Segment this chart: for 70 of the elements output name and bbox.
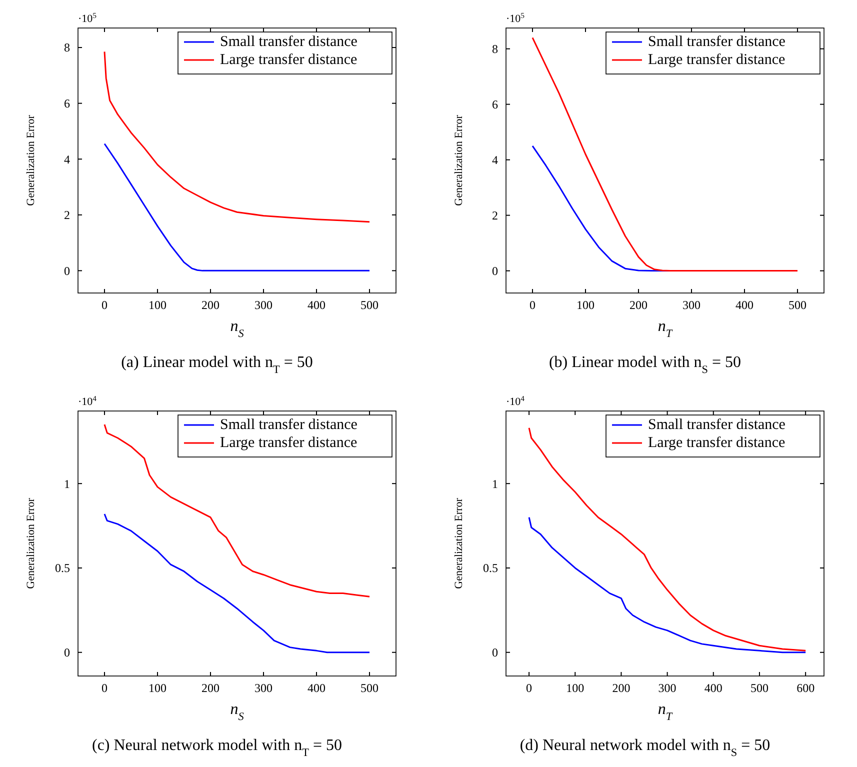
y-tick-label: 1 bbox=[64, 476, 70, 491]
y-tick-label: 0 bbox=[492, 646, 498, 660]
text: (c) Neural network model with n$_{T}$ = 50 bbox=[92, 737, 342, 759]
x-tick-label: 0 bbox=[530, 298, 536, 312]
legend-label: Large transfer distance bbox=[648, 52, 786, 68]
x-tick-label: 500 bbox=[360, 298, 378, 312]
x-tick-label: 0 bbox=[102, 681, 108, 695]
y-axis-title: Generalization Error bbox=[453, 498, 465, 589]
text: ·10$^{5}$ bbox=[78, 10, 97, 25]
x-tick-label: 200 bbox=[612, 681, 630, 695]
x-tick-label: 400 bbox=[308, 681, 326, 695]
x-axis-title: n$_{S}$ bbox=[230, 318, 244, 340]
y-axis-title: Generalization Error bbox=[25, 498, 37, 589]
x-axis-title: n$_{T}$ bbox=[658, 318, 673, 340]
y-tick-label: 6 bbox=[492, 98, 498, 112]
x-tick-label: 400 bbox=[736, 298, 754, 312]
x-tick-label: 0 bbox=[102, 298, 108, 312]
x-tick-label: 500 bbox=[360, 681, 378, 695]
y-tick-label: 0.5 bbox=[483, 561, 498, 576]
legend-label: Small transfer distance bbox=[648, 417, 786, 433]
y-tick-label: 1 bbox=[492, 476, 498, 491]
text: (b) Linear model with n$_{S}$ = 50 bbox=[548, 354, 742, 376]
y-tick-label: 4 bbox=[492, 153, 498, 168]
x-tick-label: 100 bbox=[148, 681, 166, 695]
y-axis-title: Generalization Error bbox=[25, 114, 37, 206]
y-tick-label: 8 bbox=[64, 40, 70, 55]
legend-label: Large transfer distance bbox=[220, 52, 358, 68]
y-tick-label: 0 bbox=[64, 646, 70, 660]
x-tick-label: 200 bbox=[630, 298, 648, 312]
x-axis-title: n$_{S}$ bbox=[230, 701, 244, 723]
line-series bbox=[532, 36, 798, 272]
x-tick-label: 200 bbox=[202, 298, 220, 312]
y-tick-label: 2 bbox=[64, 208, 70, 222]
x-tick-label: 100 bbox=[576, 298, 594, 312]
text: (d) Neural network model with n$_{S}$ = 50 bbox=[520, 737, 770, 759]
x-tick-label: 100 bbox=[566, 681, 584, 695]
x-tick-label: 300 bbox=[254, 681, 272, 695]
x-tick-label: 600 bbox=[796, 681, 815, 695]
y-axis-title: Generalization Error bbox=[453, 114, 465, 206]
x-tick-label: 0 bbox=[526, 681, 532, 695]
x-tick-label: 300 bbox=[658, 681, 676, 695]
y-tick-label: 6 bbox=[64, 96, 70, 111]
legend-label: Small transfer distance bbox=[220, 417, 358, 433]
y-tick-label: 0 bbox=[492, 264, 498, 278]
x-tick-label: 300 bbox=[682, 298, 700, 312]
x-tick-label: 400 bbox=[308, 298, 326, 312]
line-series bbox=[104, 513, 370, 654]
line-series bbox=[528, 516, 806, 654]
text: ·10$^{4}$ bbox=[506, 394, 525, 408]
y-tick-label: 2 bbox=[492, 208, 498, 223]
x-tick-label: 200 bbox=[202, 681, 220, 695]
legend-label: Small transfer distance bbox=[648, 34, 786, 50]
x-tick-label: 300 bbox=[254, 298, 272, 312]
x-axis-title: n$_{T}$ bbox=[658, 701, 673, 723]
y-tick-label: 0 bbox=[64, 264, 70, 278]
line-series bbox=[104, 50, 370, 223]
text: ·10$^{5}$ bbox=[506, 10, 525, 25]
x-tick-label: 100 bbox=[148, 298, 166, 312]
y-tick-label: 0.5 bbox=[55, 561, 70, 576]
y-tick-label: 4 bbox=[64, 152, 70, 166]
x-tick-label: 500 bbox=[750, 681, 768, 695]
legend-label: Large transfer distance bbox=[220, 435, 358, 451]
text: ·10$^{4}$ bbox=[78, 394, 97, 408]
x-tick-label: 400 bbox=[704, 681, 722, 695]
line-series bbox=[104, 143, 370, 272]
legend-label: Large transfer distance bbox=[648, 435, 786, 451]
legend-label: Small transfer distance bbox=[220, 34, 358, 50]
text: (a) Linear model with n$_{T}$ = 50 bbox=[121, 354, 313, 376]
x-tick-label: 500 bbox=[788, 298, 806, 312]
y-tick-label: 8 bbox=[492, 42, 498, 56]
